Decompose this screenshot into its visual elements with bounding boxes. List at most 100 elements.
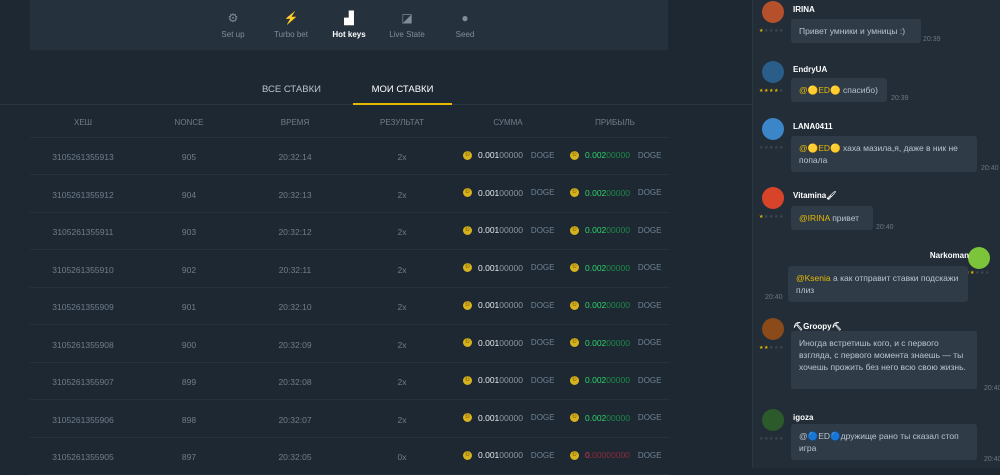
nonce-cell: 905 [181,152,197,162]
profit-cell: Ð 0.002 00000 DOGE [570,188,661,198]
time-cell: 20:32:05 [278,452,312,462]
col-profit: ПРИБЫЛЬ [595,118,635,127]
doge-coin-icon: Ð [570,375,579,385]
hash-cell[interactable]: 3105261355906 [52,414,114,425]
sum-cell: Ð 0.001 00000 DOGE [463,300,554,310]
message-time: 20:40 [981,165,999,172]
result-cell: 2x [397,377,407,387]
result-cell: 2x [397,414,407,425]
avatar[interactable] [762,61,784,83]
username[interactable]: IRINA [793,5,815,14]
profit-cell: Ð 0.002 00000 DOGE [570,413,661,423]
doge-coin-icon: Ð [463,300,472,310]
sum-cell: Ð 0.001 00000 DOGE [463,225,554,235]
table-row[interactable]: 3105261355913 905 20:32:14 2x Ð 0.001 0000… [30,138,670,175]
hash-cell[interactable]: 3105261355911 [52,227,114,237]
table-row[interactable]: 3105261355912 904 20:32:13 2x Ð 0.001 0000… [30,176,670,213]
nonce-cell: 897 [181,452,197,462]
setup-button[interactable]: ⚙ Set up [204,0,262,50]
result-cell: 2x [397,152,407,162]
main-area: ⚙ Set up ⚡ Turbo bet ▟ Hot keys ◪ Live State… [0,0,752,462]
nonce-cell: 899 [181,377,197,387]
username[interactable]: Narkoman [929,251,969,260]
tab-all-bets[interactable]: ВСЕ СТАВКИ [262,84,321,95]
nonce-cell: 902 [181,264,197,275]
nonce-cell: 903 [181,227,197,237]
mention[interactable]: @Ksenia [796,273,831,283]
hash-cell[interactable]: 3105261355912 [52,189,114,200]
gear-icon: ⚙ [227,11,239,25]
header-divider [30,137,670,138]
hash-cell[interactable]: 3105261355907 [52,377,114,387]
table-row[interactable]: 3105261355909 901 20:32:10 2x Ð 0.001 0000… [30,288,670,325]
username[interactable]: EndryUA [793,65,828,74]
rating-stars: ★★★★★ [759,345,784,351]
turbo-bet-button[interactable]: ⚡ Turbo bet [262,0,320,50]
doge-coin-icon: Ð [570,450,579,460]
avatar[interactable] [762,187,784,209]
username[interactable]: igoza [793,413,814,422]
sum-cell: Ð 0.001 00000 DOGE [463,263,554,273]
message-bubble: @🔵ED🔵дружище рано ты сказал стоп игра [791,424,977,460]
hash-cell[interactable]: 3105261355909 [52,302,114,312]
time-cell: 20:32:07 [278,414,312,425]
sum-cell: Ð 0.001 00000 DOGE [463,375,554,385]
table-row[interactable]: 3105261355908 900 20:32:09 2x Ð 0.001 0000… [30,326,670,363]
seed-icon: ● [461,11,469,25]
chat-panel: IRINA ★★★★★ Привет умники и умницы :) 20… [752,0,1000,468]
nonce-cell: 898 [181,414,197,425]
mention[interactable]: @🟡ED🟡 [799,143,841,153]
col-hash: ХЕШ [73,118,93,127]
doge-coin-icon: Ð [570,150,579,160]
message-time: 20:39 [891,95,909,102]
hash-cell[interactable]: 3105261355910 [52,264,114,275]
doge-coin-icon: Ð [463,150,472,160]
message-time: 20:40 [876,224,894,231]
mention[interactable]: @IRINA [799,213,830,223]
sum-cell: Ð 0.001 00000 DOGE [463,338,554,348]
doge-coin-icon: Ð [570,225,579,235]
result-cell: 2x [397,339,407,350]
hash-cell[interactable]: 3105261355908 [52,339,114,350]
result-cell: 2x [397,227,407,237]
hash-cell[interactable]: 3105261355913 [52,152,114,162]
table-row[interactable]: 3105261355906 898 20:32:07 2x Ð 0.001 0000… [30,401,670,438]
hot-keys-button[interactable]: ▟ Hot keys [320,0,378,50]
live-state-button[interactable]: ◪ Live State [378,0,436,50]
avatar[interactable] [762,409,784,431]
nonce-cell: 900 [181,339,197,350]
table-row[interactable]: 3105261355911 903 20:32:12 2x Ð 0.001 0000… [30,213,670,250]
hash-cell[interactable]: 3105261355905 [52,452,114,462]
col-time: ВРЕМЯ [280,118,310,127]
lightning-icon: ⚡ [283,11,299,25]
username[interactable]: ⛏Groopy⛏ [793,322,842,331]
table-row[interactable]: 3105261355905 897 20:32:05 0x Ð 0.001 0000… [30,438,670,475]
result-cell: 2x [397,264,407,275]
rating-stars: ★★★★★ [759,145,784,151]
rating-stars: ★★★★★ [759,436,784,442]
avatar[interactable] [968,247,990,269]
table-row[interactable]: 3105261355910 902 20:32:11 2x Ð 0.001 0000… [30,251,670,288]
doge-coin-icon: Ð [463,338,472,347]
mention[interactable]: @🟡ED🟡 [799,85,841,95]
avatar[interactable] [762,1,784,23]
username[interactable]: LANA0411 [793,122,833,131]
avatar[interactable] [762,318,784,340]
col-nonce: NONCE [174,118,204,127]
time-cell: 20:32:12 [278,227,312,237]
doge-coin-icon: Ð [463,413,472,422]
table-row[interactable]: 3105261355907 899 20:32:08 2x Ð 0.001 0000… [30,363,670,400]
result-cell: 0x [397,452,407,462]
message-bubble: @IRINA привет [791,206,873,230]
nonce-cell: 901 [181,302,197,312]
tab-my-bets[interactable]: МОИ СТАВКИ [353,84,452,105]
time-cell: 20:32:11 [278,264,312,275]
seed-button[interactable]: ● Seed [436,0,494,50]
avatar[interactable] [762,118,784,140]
doge-coin-icon: Ð [463,225,472,235]
sum-cell: Ð 0.001 00000 DOGE [463,188,554,198]
message-bubble: @🟡ED🟡 хаха мазила,я, даже в ник не попал… [791,136,977,172]
username[interactable]: Vitamina🖌 [793,191,837,200]
message-time: 20:40 [984,385,1000,392]
doge-coin-icon: Ð [463,375,472,385]
